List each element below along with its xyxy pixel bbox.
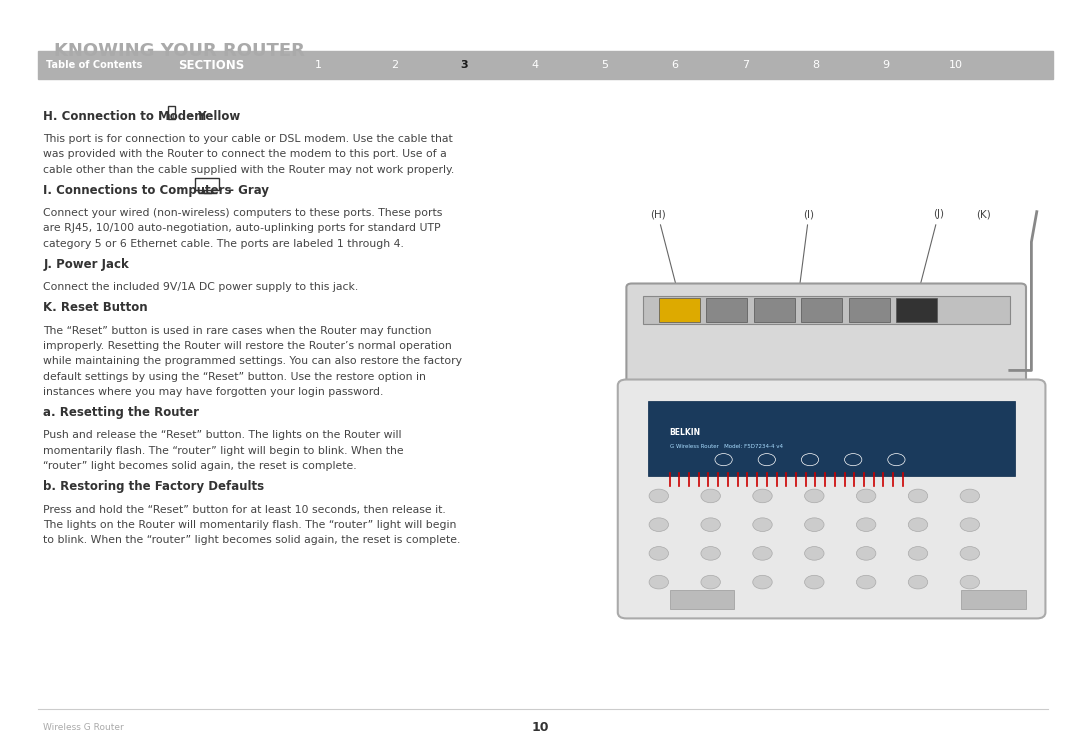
Text: – Yellow: – Yellow [184, 110, 240, 122]
FancyBboxPatch shape [626, 284, 1026, 457]
Text: default settings by using the “Reset” button. Use the restore option in: default settings by using the “Reset” bu… [43, 372, 427, 382]
Bar [195, 178, 219, 190]
Text: G Wireless Router   Model: F5D7234-4 v4: G Wireless Router Model: F5D7234-4 v4 [670, 444, 783, 448]
Text: – Gray: – Gray [225, 184, 269, 197]
Text: This port is for connection to your cable or DSL modem. Use the cable that: This port is for connection to your cabl… [43, 134, 453, 144]
Circle shape [908, 489, 928, 503]
Circle shape [856, 575, 876, 589]
Text: 4: 4 [531, 60, 538, 70]
Circle shape [701, 489, 720, 503]
Text: Wireless G Router: Wireless G Router [43, 723, 124, 732]
Text: Connect the included 9V/1A DC power supply to this jack.: Connect the included 9V/1A DC power supp… [43, 282, 359, 293]
Circle shape [753, 489, 772, 503]
Circle shape [701, 518, 720, 531]
Circle shape [856, 547, 876, 560]
Text: b. Restoring the Factory Defaults: b. Restoring the Factory Defaults [43, 480, 265, 493]
Text: H. Connection to Modem: H. Connection to Modem [43, 110, 206, 122]
Bar [706, 298, 747, 322]
Circle shape [753, 575, 772, 589]
Circle shape [649, 575, 669, 589]
Text: while maintaining the programmed settings. You can also restore the factory: while maintaining the programmed setting… [43, 356, 462, 367]
Bar [961, 590, 1026, 609]
Text: The “Reset” button is used in rare cases when the Router may function: The “Reset” button is used in rare cases… [43, 326, 432, 336]
Text: to blink. When the “router” light becomes solid again, the reset is complete.: to blink. When the “router” light become… [43, 535, 460, 545]
Text: BELKIN: BELKIN [670, 428, 701, 437]
Text: (H): (H) [650, 209, 678, 295]
Text: (I): (I) [798, 209, 814, 295]
Bar [754, 298, 795, 322]
Bar [167, 107, 175, 119]
Text: KNOWING YOUR ROUTER: KNOWING YOUR ROUTER [54, 42, 305, 60]
Text: cable other than the cable supplied with the Router may not work properly.: cable other than the cable supplied with… [43, 165, 455, 175]
Circle shape [960, 518, 980, 531]
Circle shape [649, 518, 669, 531]
Text: 10: 10 [531, 720, 549, 734]
Text: 3: 3 [460, 60, 469, 70]
Text: category 5 or 6 Ethernet cable. The ports are labeled 1 through 4.: category 5 or 6 Ethernet cable. The port… [43, 239, 404, 249]
Text: improperly. Resetting the Router will restore the Router’s normal operation: improperly. Resetting the Router will re… [43, 341, 451, 351]
Text: (K): (K) [976, 209, 991, 219]
Circle shape [649, 489, 669, 503]
Circle shape [701, 575, 720, 589]
Text: 5: 5 [602, 60, 608, 70]
Text: 7: 7 [742, 60, 748, 70]
Circle shape [805, 547, 824, 560]
Bar [38, 51, 1053, 79]
Circle shape [649, 547, 669, 560]
Text: “router” light becomes solid again, the reset is complete.: “router” light becomes solid again, the … [43, 461, 356, 471]
Bar [670, 590, 734, 609]
Text: 10: 10 [949, 60, 962, 70]
Text: 2: 2 [391, 60, 397, 70]
Circle shape [908, 518, 928, 531]
Text: 1: 1 [315, 60, 322, 70]
Circle shape [753, 547, 772, 560]
Text: Push and release the “Reset” button. The lights on the Router will: Push and release the “Reset” button. The… [43, 430, 402, 441]
Text: I. Connections to Computers: I. Connections to Computers [43, 184, 232, 197]
FancyBboxPatch shape [618, 380, 1045, 618]
Text: Press and hold the “Reset” button for at least 10 seconds, then release it.: Press and hold the “Reset” button for at… [43, 504, 446, 515]
Circle shape [908, 547, 928, 560]
Circle shape [701, 547, 720, 560]
Bar [648, 401, 1015, 476]
Text: Table of Contents: Table of Contents [46, 60, 143, 70]
Text: K. Reset Button: K. Reset Button [43, 302, 148, 314]
Circle shape [753, 518, 772, 531]
Text: Connect your wired (non-wireless) computers to these ports. These ports: Connect your wired (non-wireless) comput… [43, 208, 443, 218]
Circle shape [805, 518, 824, 531]
Circle shape [908, 575, 928, 589]
Bar [643, 296, 1010, 324]
Text: The lights on the Router will momentarily flash. The “router” light will begin: The lights on the Router will momentaril… [43, 520, 457, 530]
Circle shape [960, 547, 980, 560]
Text: SECTIONS: SECTIONS [178, 58, 244, 72]
Text: was provided with the Router to connect the modem to this port. Use of a: was provided with the Router to connect … [43, 150, 447, 160]
Bar [801, 298, 842, 322]
Circle shape [960, 575, 980, 589]
Bar [659, 298, 700, 322]
Text: 8: 8 [812, 60, 819, 70]
Circle shape [960, 489, 980, 503]
Text: a. Resetting the Router: a. Resetting the Router [43, 406, 199, 419]
Text: momentarily flash. The “router” light will begin to blink. When the: momentarily flash. The “router” light wi… [43, 446, 404, 456]
Text: (J): (J) [918, 209, 944, 295]
Circle shape [805, 489, 824, 503]
Text: 9: 9 [882, 60, 889, 70]
Text: J. Power Jack: J. Power Jack [43, 258, 129, 271]
Text: are RJ45, 10/100 auto-negotiation, auto-uplinking ports for standard UTP: are RJ45, 10/100 auto-negotiation, auto-… [43, 224, 441, 234]
Bar [849, 298, 890, 322]
Circle shape [805, 575, 824, 589]
Circle shape [856, 489, 876, 503]
Circle shape [856, 518, 876, 531]
Text: instances where you may have forgotten your login password.: instances where you may have forgotten y… [43, 387, 383, 397]
Text: 6: 6 [672, 60, 678, 70]
Bar [896, 298, 937, 322]
